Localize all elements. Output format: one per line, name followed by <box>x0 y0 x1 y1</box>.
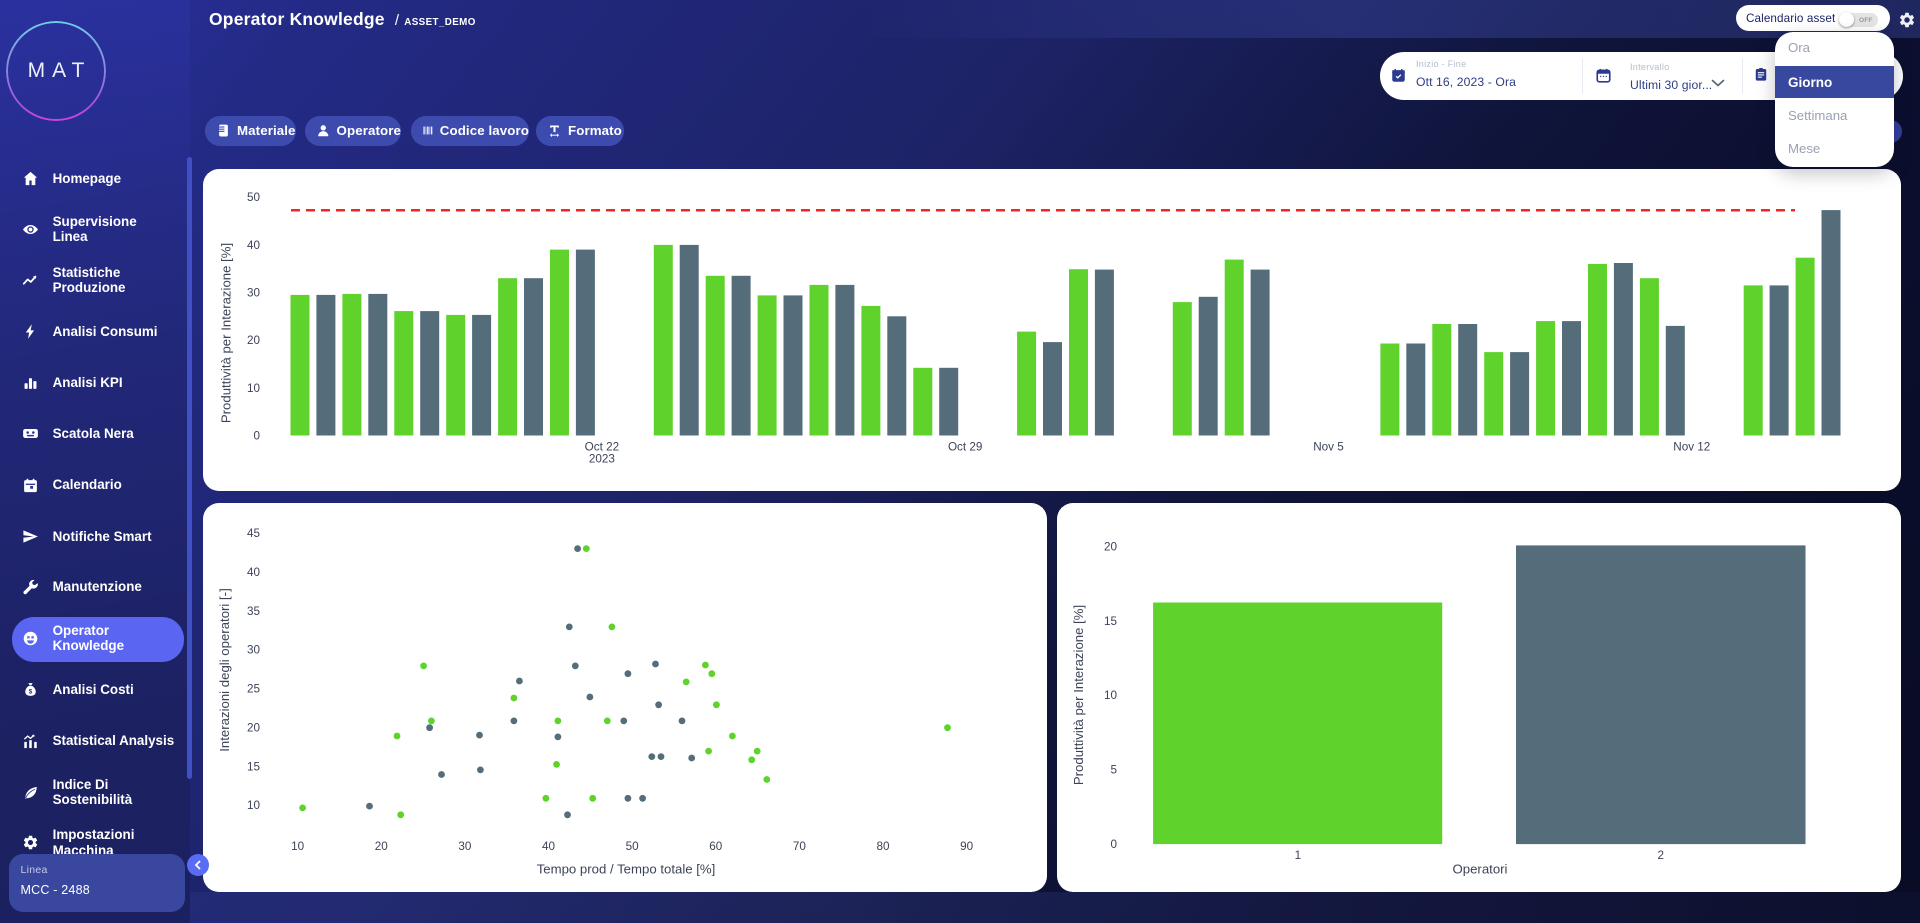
svg-text:30: 30 <box>247 287 261 300</box>
svg-text:Oct 29: Oct 29 <box>948 441 982 454</box>
svg-text:10: 10 <box>247 382 261 395</box>
svg-text:40: 40 <box>247 566 261 579</box>
svg-text:35: 35 <box>247 605 261 618</box>
svg-text:Oct 22: Oct 22 <box>585 441 619 454</box>
svg-text:1: 1 <box>1295 849 1302 862</box>
svg-text:30: 30 <box>458 840 472 853</box>
svg-text:15: 15 <box>1104 615 1118 628</box>
svg-text:60: 60 <box>709 840 723 853</box>
svg-text:90: 90 <box>960 840 974 853</box>
svg-text:80: 80 <box>876 840 890 853</box>
svg-text:40: 40 <box>542 840 556 853</box>
svg-text:10: 10 <box>247 799 261 812</box>
svg-text:20: 20 <box>375 840 389 853</box>
svg-text:0: 0 <box>253 430 260 443</box>
svg-text:10: 10 <box>291 840 305 853</box>
svg-text:Operatori: Operatori <box>1453 862 1508 877</box>
svg-text:Produttività per Interazione [: Produttività per Interazione [%] <box>219 243 234 423</box>
svg-text:Tempo prod / Tempo totale [%]: Tempo prod / Tempo totale [%] <box>537 862 716 877</box>
svg-text:15: 15 <box>247 760 261 773</box>
svg-text:2: 2 <box>1658 849 1665 862</box>
svg-text:Produttività per Interazione [: Produttività per Interazione [%] <box>1071 605 1086 785</box>
svg-text:0: 0 <box>1110 838 1117 851</box>
svg-text:20: 20 <box>1104 540 1118 553</box>
svg-text:20: 20 <box>247 721 261 734</box>
svg-text:10: 10 <box>1104 689 1118 702</box>
svg-text:$: $ <box>29 688 33 695</box>
svg-text:25: 25 <box>247 683 261 696</box>
svg-text:50: 50 <box>247 191 261 204</box>
svg-text:Nov 5: Nov 5 <box>1313 441 1344 454</box>
svg-text:30: 30 <box>247 644 261 657</box>
svg-text:45: 45 <box>247 527 261 540</box>
svg-text:2023: 2023 <box>589 453 615 466</box>
svg-text:70: 70 <box>793 840 807 853</box>
svg-text:Nov 12: Nov 12 <box>1673 441 1710 454</box>
svg-text:50: 50 <box>626 840 640 853</box>
svg-text:40: 40 <box>247 239 261 252</box>
svg-text:Interazioni degli operatori [-: Interazioni degli operatori [-] <box>217 588 232 751</box>
svg-text:5: 5 <box>1110 764 1117 777</box>
svg-text:20: 20 <box>247 334 261 347</box>
